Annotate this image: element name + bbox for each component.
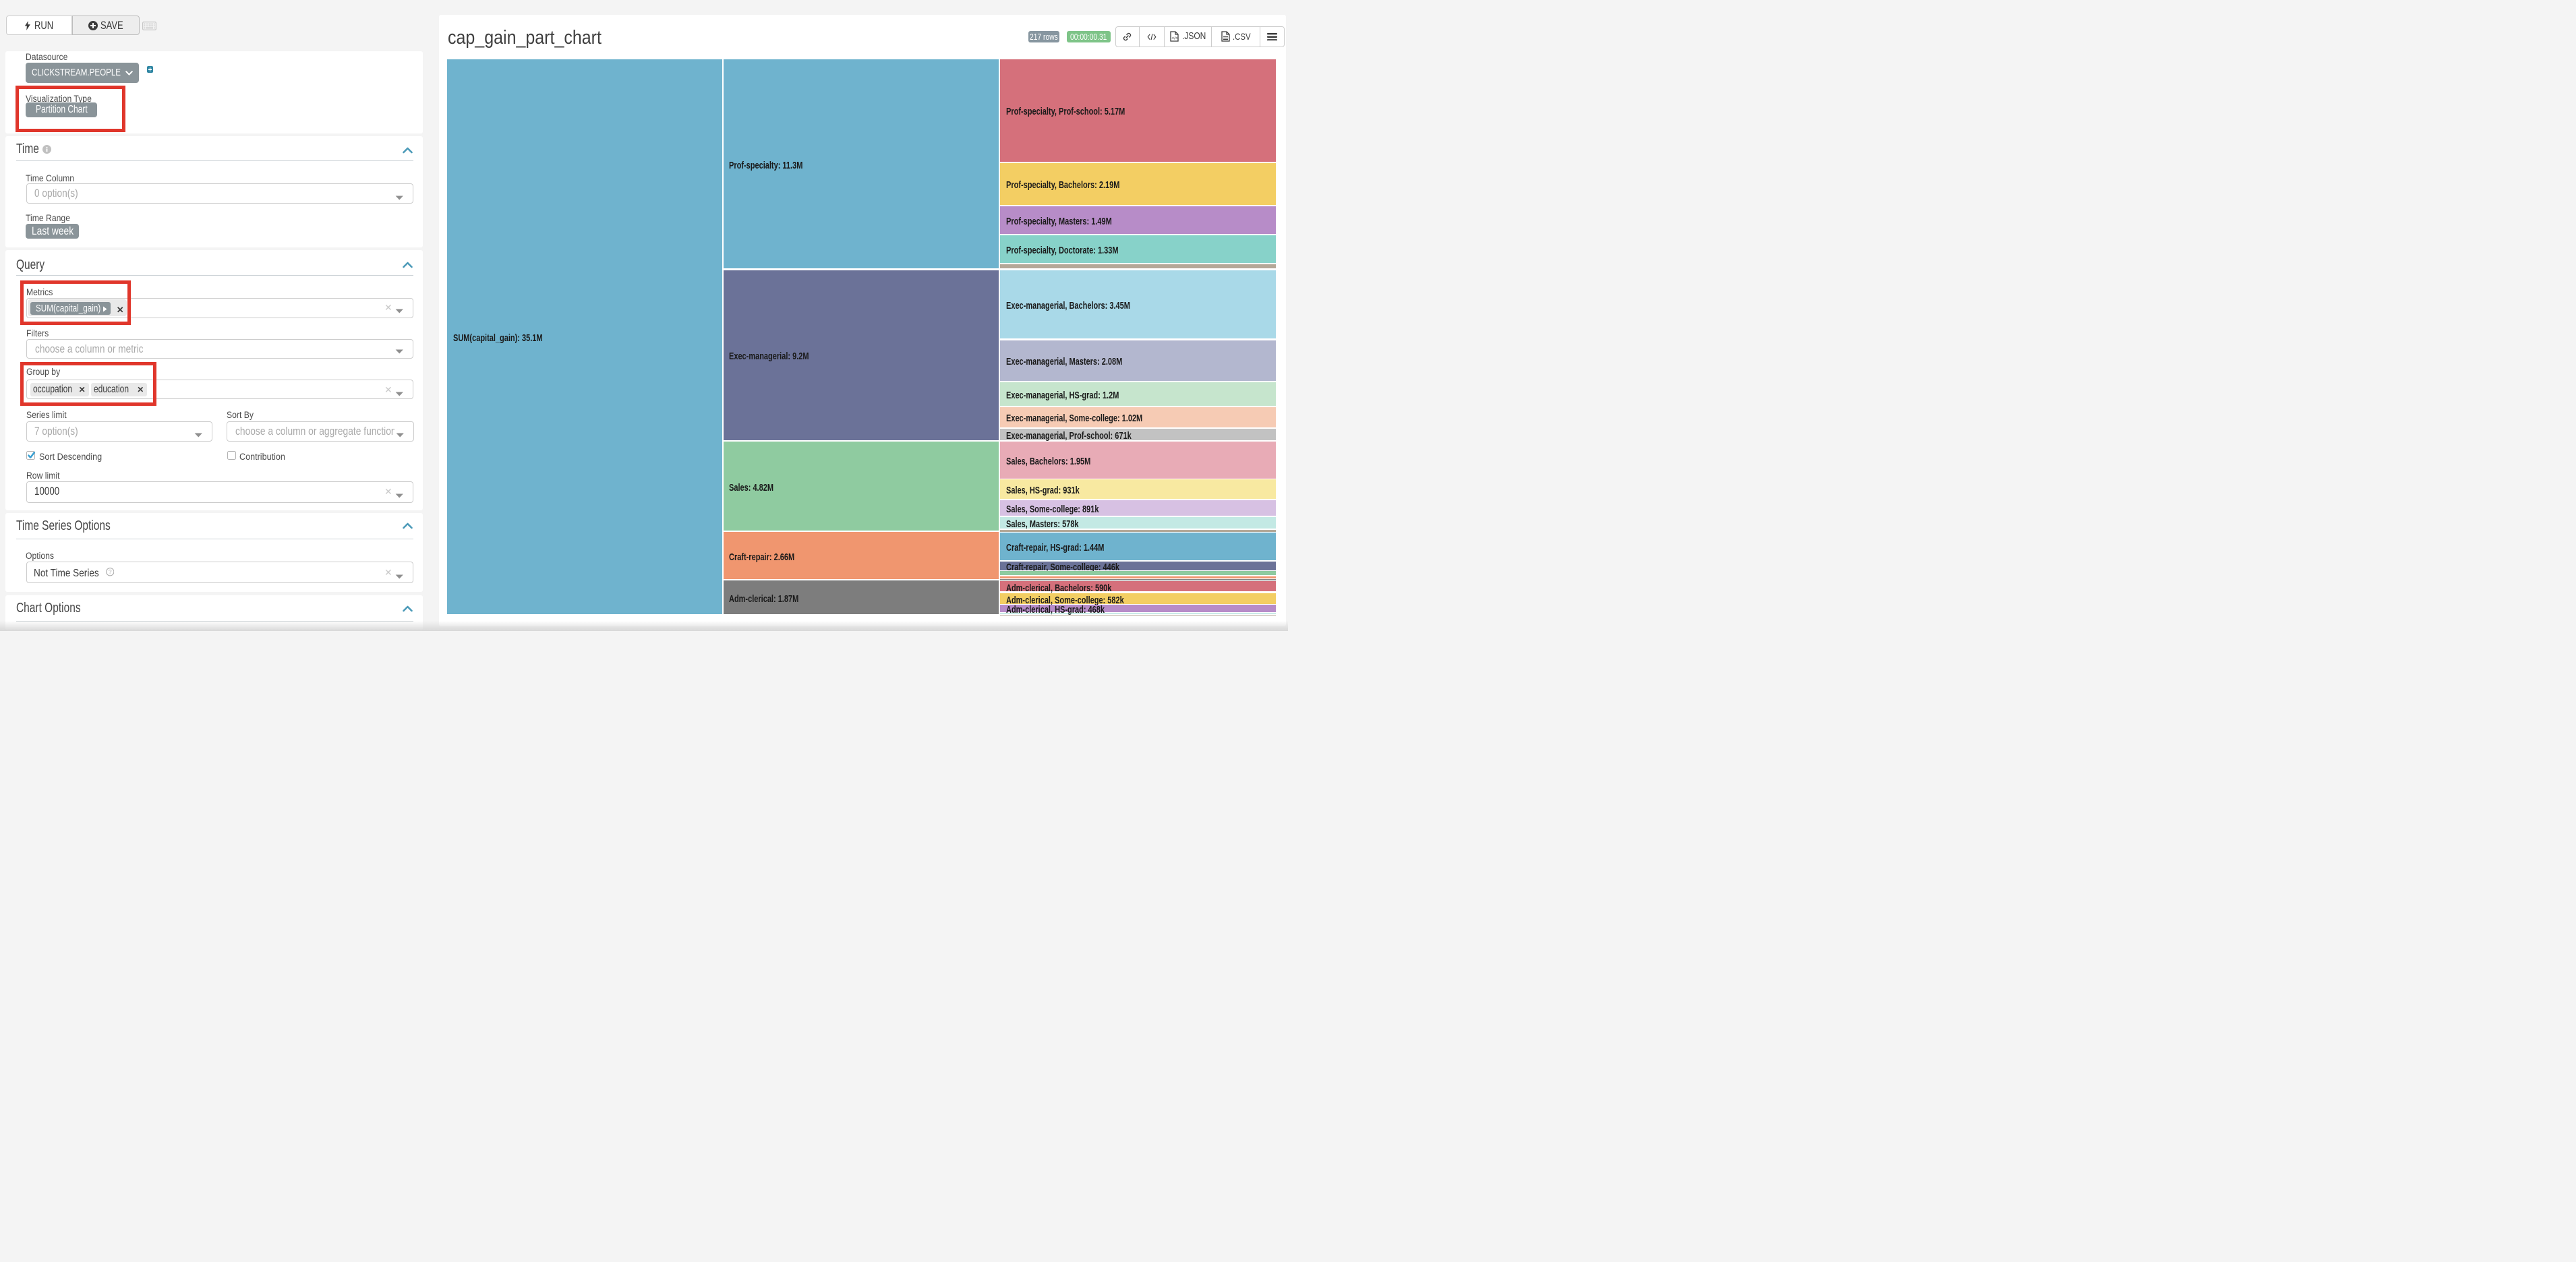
svg-text:?: ? [109,568,112,575]
svg-text:</>: </> [1171,36,1178,41]
